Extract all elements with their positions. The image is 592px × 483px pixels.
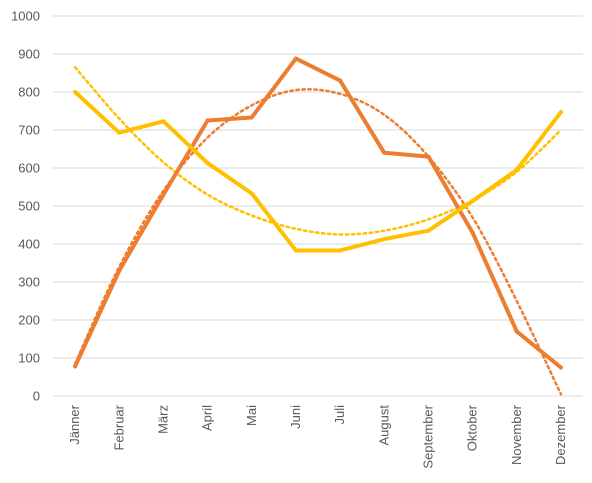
y-tick-label: 200 [18,313,40,328]
data-point-series-2 [514,167,519,172]
x-tick-label: September [420,404,435,468]
data-point-series-1 [161,192,166,197]
x-tick-label: Mai [244,405,259,426]
data-point-series-2 [161,119,166,124]
y-tick-label: 700 [18,123,40,138]
x-tick-label: März [155,405,170,434]
data-point-series-2 [73,90,78,94]
data-point-series-2 [293,248,298,253]
y-tick-label: 300 [18,275,40,290]
x-tick-label: August [376,405,391,446]
data-point-series-2 [249,191,254,196]
x-tick-label: Juli [332,405,347,425]
y-tick-label: 800 [18,85,40,100]
y-tick-label: 100 [18,351,40,366]
y-axis-tick-labels: 0 100 200 300 400 500 600 700 800 900 1000 [11,9,40,404]
series-line-2 [73,90,563,253]
data-point-series-2 [205,161,210,166]
x-tick-label: Februar [111,404,126,450]
x-tick-label: November [509,404,524,465]
data-point-series-1 [470,230,475,235]
data-point-series-1 [73,364,78,369]
data-point-series-2 [558,110,563,115]
data-series [73,56,563,370]
data-point-series-1 [205,118,210,123]
x-tick-label: Juni [288,405,303,429]
x-axis-tick-labels: Jänner Februar März April Mai Juni Juli August S… [67,404,568,468]
data-point-series-2 [382,237,387,242]
data-point-series-2 [470,199,475,204]
x-tick-label: Oktober [465,404,480,451]
data-point-series-1 [117,268,122,273]
data-point-series-1 [426,154,431,159]
series-line-1 [73,56,563,370]
data-point-series-2 [117,130,122,135]
data-point-series-1 [293,56,298,61]
y-tick-label: 1000 [11,9,40,24]
data-point-series-1 [514,329,519,334]
data-point-series-1 [249,115,254,120]
data-point-series-1 [338,78,343,83]
trendlines [73,66,563,396]
y-tick-label: 400 [18,237,40,252]
y-tick-label: 0 [33,389,40,404]
y-tick-label: 900 [18,47,40,62]
x-tick-label: Jänner [67,404,82,444]
x-tick-label: April [200,405,215,431]
data-point-series-1 [558,365,563,370]
y-tick-label: 500 [18,199,40,214]
x-tick-label: Dezember [553,404,568,465]
data-point-series-2 [426,228,431,233]
gridlines [53,15,583,397]
y-tick-label: 600 [18,161,40,176]
data-point-series-1 [382,150,387,155]
data-point-series-2 [338,248,343,253]
trendline-series-1 [73,88,563,396]
